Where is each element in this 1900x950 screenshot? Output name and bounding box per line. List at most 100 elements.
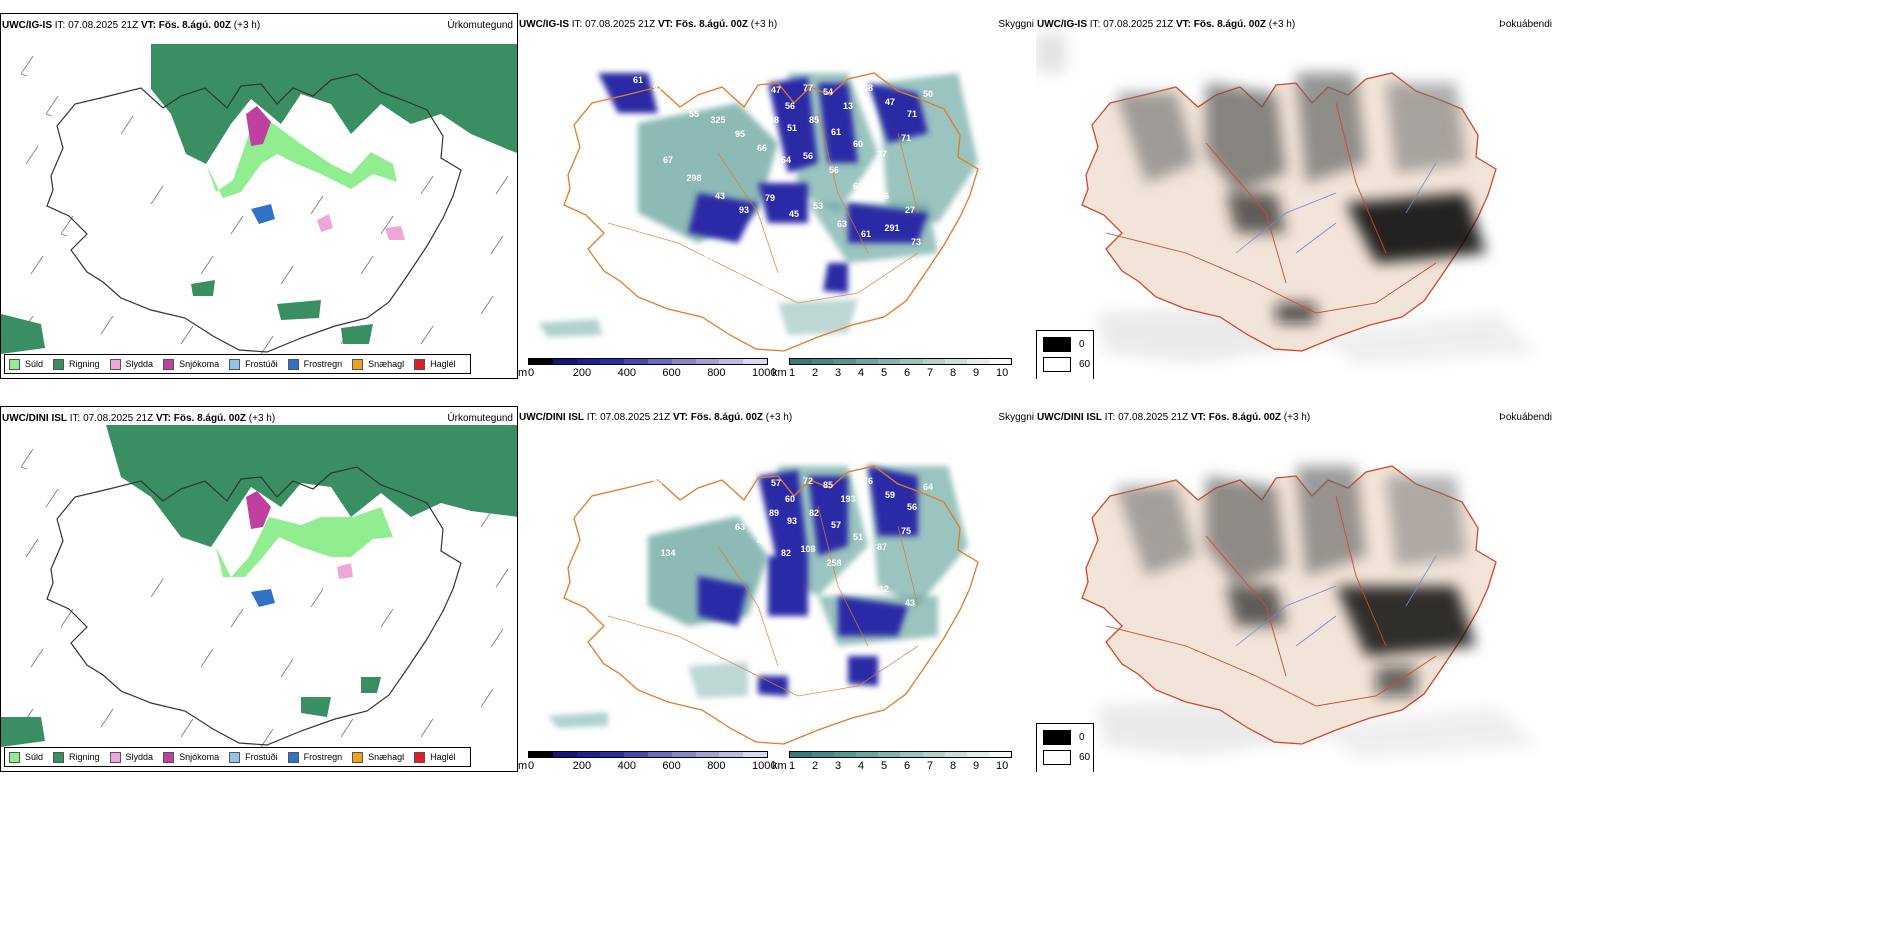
snow-area (246, 491, 271, 529)
fog-intensity (1116, 466, 1476, 696)
legend-swatch (9, 751, 20, 763)
visibility-value: 37 (877, 149, 887, 159)
visibility-value: 60 (785, 494, 795, 504)
legend-swatch (287, 358, 299, 370)
colorbar-step (812, 752, 835, 757)
legend-label: Rigning (69, 359, 100, 369)
colorbar-strip (789, 751, 1012, 758)
colorbar-tick-label: 6 (904, 367, 911, 379)
legend-label: Haglél (430, 752, 456, 762)
colorbar-step (944, 359, 967, 364)
field-name: Úrkomutegund (447, 413, 513, 424)
panel-title: UWC/IG-IS IT: 07.08.2025 21Z VT: Fös. 8.… (1037, 19, 1296, 30)
colorbar-tick-label: 600 (662, 760, 681, 772)
visibility-value: 57 (771, 478, 781, 488)
legend-label: Haglél (430, 359, 456, 369)
visibility-value: 20 (853, 574, 863, 584)
fog-legend: 0 60 (1036, 330, 1094, 379)
colorbar-step (790, 752, 813, 757)
visibility-colorbar: km 1 2 3 4 5 6 7 8 9 10 (772, 358, 1012, 379)
field-name: Skyggni (998, 412, 1034, 423)
legend-label: Frostúði (245, 359, 278, 369)
colorbar-tick-label: 200 (572, 367, 592, 379)
legend-label: Slydda (125, 752, 154, 762)
colorbar-step (878, 752, 901, 757)
field-name: Úrkomutegund (447, 20, 513, 31)
legend-label: Snæhagl (368, 752, 405, 762)
visibility-value: 51 (787, 123, 797, 133)
colorbar-step (900, 359, 923, 364)
legend-swatch (109, 358, 121, 370)
visibility-value: 73 (911, 237, 921, 247)
colorbar-step (719, 752, 744, 757)
visibility-value: 56 (907, 502, 917, 512)
precip-type-legend: Súld Rigning Slydda Snjókoma Frostúði Frostre… (4, 747, 471, 767)
panel-title: UWC/IG-IS IT: 07.08.2025 21Z VT: Fös. 8.… (519, 19, 778, 30)
visibility-value: 72 (703, 255, 713, 265)
visibility-value: 61 (861, 229, 871, 239)
legend-swatch (229, 358, 241, 370)
colorbar-step (922, 359, 945, 364)
colorbar-tick-label: 6 (904, 760, 911, 772)
visibility-value: 48 (713, 508, 723, 518)
colorbar-tick-label: 1000 (752, 367, 777, 379)
colorbar-strip (528, 751, 768, 758)
visibility-value: 44 (689, 502, 699, 512)
colorbar-tick-label: 3 (835, 367, 842, 379)
colorbar-step (647, 752, 672, 757)
legend-swatch (352, 751, 364, 763)
legend-item: Slydda (109, 751, 154, 763)
visibility-value: 67 (663, 155, 673, 165)
legend-item: Frostregn (287, 751, 342, 763)
colorbar-step (878, 359, 901, 364)
colorbar-step (576, 359, 601, 364)
legend-label: Súld (25, 359, 44, 369)
colorbar-tick-label: 800 (707, 367, 726, 379)
colorbar-tick-label: 8 (950, 760, 957, 772)
drizzle-area (216, 507, 393, 577)
roads (607, 505, 919, 697)
colorbar-step (743, 359, 767, 364)
fog-legend-row: 60 (1043, 750, 1090, 765)
legend-item: Snjókoma (163, 751, 220, 763)
visibility-value: 89 (769, 508, 779, 518)
visibility-value: 87 (877, 542, 887, 552)
visibility-value: 95 (735, 129, 745, 139)
visibility-value: 64 (923, 482, 933, 492)
colorbar-tick-label: 400 (617, 367, 636, 379)
legend-item: Súld (9, 751, 43, 763)
colorbar-tick-label: 4 (858, 760, 865, 772)
visibility-value: 56 (785, 101, 795, 111)
wind-barbs (20, 448, 509, 748)
legend-swatch (287, 751, 299, 763)
fog-legend-row: 60 (1043, 357, 1090, 372)
field-name: Skyggni (998, 19, 1034, 30)
fog-legend-label: 60 (1079, 359, 1091, 370)
colorbar-tick-label: 1 (789, 367, 796, 379)
colorbar-step (624, 359, 648, 364)
colorbar-tick-label: 2 (812, 760, 819, 772)
colorbar-step (671, 359, 696, 364)
fog-legend-swatch (1043, 357, 1071, 372)
fog-legend-label: 0 (1079, 339, 1085, 350)
visibility-value: 76 (863, 476, 873, 486)
colorbar-step (900, 752, 923, 757)
legend-item: Haglél (414, 358, 456, 370)
legend-item: Rigning (53, 751, 100, 763)
legend-label: Slydda (125, 359, 154, 369)
colorbar-step (529, 359, 553, 364)
colorbar-step (966, 359, 989, 364)
sleet-area (385, 226, 405, 240)
legend-item: Frostregn (287, 358, 342, 370)
fog-panel-top: UWC/IG-IS IT: 07.08.2025 21Z VT: Fös. 8.… (1036, 13, 1554, 379)
colorbar-tick-label: 1 (789, 760, 796, 772)
visibility-value: 48 (769, 115, 779, 125)
visibility-value: 58 (863, 83, 873, 93)
legend-label: Snjókoma (179, 752, 220, 762)
legend-label: Snæhagl (368, 359, 405, 369)
visibility-value: 93 (787, 516, 797, 526)
visibility-value-labels: 72 69 57 60 72 85 193 76 59 56 64 89 93 82 57 51 87 75 129… (633, 468, 933, 608)
colorbar-step (671, 752, 696, 757)
visibility-value: 72 (633, 468, 643, 478)
colorbar-unit: m (518, 760, 528, 772)
